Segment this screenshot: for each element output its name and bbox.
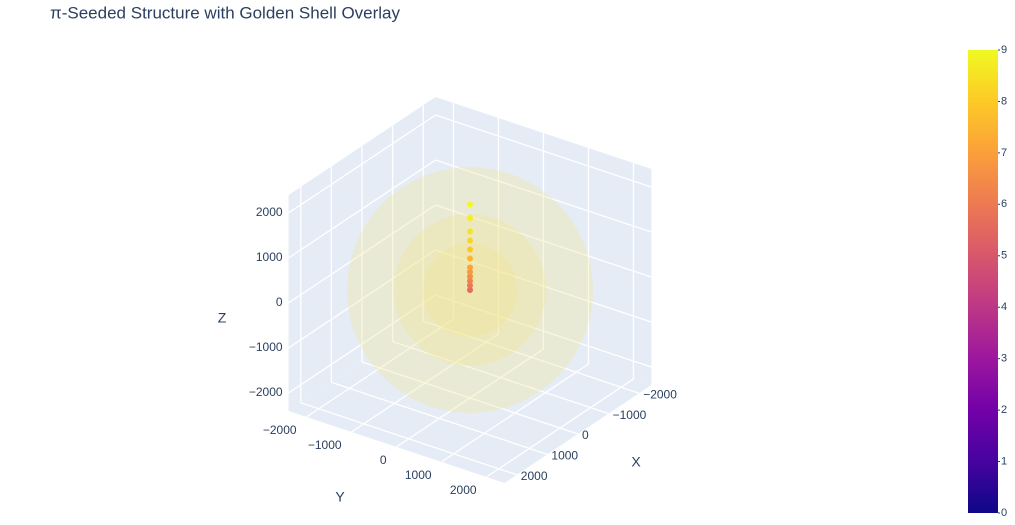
y-axis-title: Y bbox=[335, 489, 345, 505]
point bbox=[467, 287, 473, 293]
colorbar-tick-label: 7 bbox=[1001, 147, 1007, 159]
colorbar-tick-label: 0 bbox=[1001, 507, 1007, 519]
colorbar-tick-label: 4 bbox=[1001, 301, 1007, 313]
colorbar-tick-label: 3 bbox=[1001, 353, 1007, 365]
colorbar-tick-label: 5 bbox=[1001, 250, 1007, 262]
colorbar-tick-label: 6 bbox=[1001, 198, 1007, 210]
point bbox=[467, 237, 473, 244]
x-axis-title: X bbox=[631, 454, 641, 470]
grid-line bbox=[435, 249, 652, 323]
grid-line bbox=[288, 204, 436, 304]
y-tick-label: −1000 bbox=[308, 438, 342, 452]
point bbox=[467, 278, 473, 284]
point bbox=[467, 215, 473, 221]
point bbox=[467, 255, 473, 262]
z-axis-title: Z bbox=[218, 310, 227, 326]
grid-line bbox=[351, 333, 499, 433]
colorbar-tick-label: 2 bbox=[1001, 404, 1007, 416]
grid-line bbox=[435, 294, 652, 368]
grid-line bbox=[486, 378, 634, 478]
colorbar bbox=[968, 50, 998, 513]
grid-line bbox=[441, 363, 589, 463]
y-tick-label: 1000 bbox=[405, 468, 432, 482]
colorbar-tick-label: 8 bbox=[1001, 95, 1007, 107]
x-tick-label: 1000 bbox=[551, 449, 578, 463]
z-tick-label: 0 bbox=[276, 295, 283, 309]
grid-line bbox=[288, 159, 436, 259]
point bbox=[467, 246, 473, 253]
chart-title: π-Seeded Structure with Golden Shell Ove… bbox=[50, 3, 401, 22]
grid-line bbox=[288, 294, 436, 394]
point bbox=[467, 201, 473, 208]
x-tick-label: 0 bbox=[582, 428, 589, 442]
grid-line bbox=[396, 348, 544, 448]
z-tick-label: −1000 bbox=[249, 340, 283, 354]
colorbar-tick-label: 9 bbox=[1001, 44, 1007, 56]
colorbar-tick-label: 1 bbox=[1001, 455, 1007, 467]
y-tick-label: 2000 bbox=[450, 483, 477, 497]
x-tick-label: −1000 bbox=[613, 408, 647, 422]
z-tick-label: −2000 bbox=[249, 385, 283, 399]
y-tick-label: 0 bbox=[380, 453, 387, 467]
point bbox=[467, 269, 473, 275]
point bbox=[467, 273, 473, 280]
grid-line bbox=[288, 114, 436, 214]
grid-line bbox=[435, 159, 652, 233]
z-tick-label: 2000 bbox=[256, 205, 283, 219]
grid-line bbox=[435, 114, 652, 188]
point bbox=[467, 228, 473, 235]
grid-line bbox=[306, 318, 454, 418]
x-tick-label: −2000 bbox=[643, 387, 677, 401]
x-tick-label: 2000 bbox=[521, 469, 548, 483]
z-tick-label: 1000 bbox=[256, 250, 283, 264]
point bbox=[467, 282, 473, 289]
y-tick-label: −2000 bbox=[263, 423, 297, 437]
point bbox=[467, 264, 473, 271]
grid-line bbox=[288, 249, 436, 349]
